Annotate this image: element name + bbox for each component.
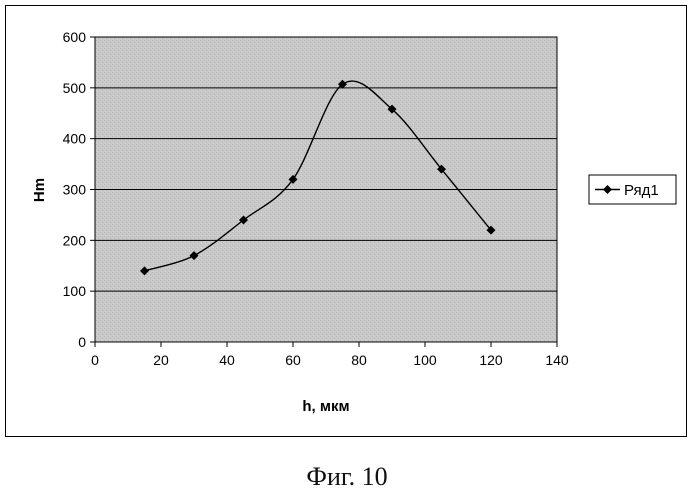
- chart-frame: 0 100 200 300 400 500 600 0 20 40 60 80 100 120 140 H…: [5, 5, 687, 437]
- data-point-marker: [387, 104, 397, 114]
- y-tick-label: 200: [63, 232, 87, 248]
- x-tick-label: 120: [479, 352, 503, 368]
- grid-lines: [95, 87, 557, 292]
- data-markers: [140, 79, 496, 276]
- x-tick-label: 140: [545, 352, 569, 368]
- legend-marker-icon: [603, 185, 612, 194]
- x-tick-label: 40: [219, 352, 235, 368]
- y-tick-label: 600: [63, 29, 87, 45]
- y-tick-label: 400: [63, 131, 87, 147]
- data-point-marker: [189, 251, 199, 261]
- x-tick-label: 0: [91, 352, 99, 368]
- data-point-marker: [239, 215, 248, 225]
- legend-series-label: Ряд1: [624, 182, 659, 199]
- legend: Ряд1: [588, 174, 677, 205]
- y-tick-label: 100: [63, 283, 87, 299]
- x-axis-label: h, мкм: [302, 398, 349, 415]
- y-tick-label: 500: [63, 80, 87, 96]
- x-tick-label: 20: [153, 352, 169, 368]
- x-tick-label: 60: [285, 352, 301, 368]
- y-ticks: 0 100 200 300 400 500 600: [63, 29, 95, 350]
- data-point-marker: [437, 164, 446, 174]
- chart-svg: 0 100 200 300 400 500 600 0 20 40 60 80 100 120 140 H…: [31, 29, 677, 415]
- figure-caption: Фиг. 10: [306, 462, 388, 491]
- data-point-marker: [486, 225, 496, 235]
- y-axis-label: Hm: [31, 178, 48, 202]
- series-line: [144, 80, 492, 272]
- data-point-marker: [288, 174, 298, 184]
- x-ticks: 0 20 40 60 80 100 120 140: [91, 342, 569, 368]
- y-tick-label: 300: [63, 182, 87, 198]
- y-tick-label: 0: [78, 334, 86, 350]
- x-tick-label: 100: [413, 352, 437, 368]
- data-point-marker: [338, 79, 347, 89]
- data-point-marker: [140, 266, 149, 276]
- x-tick-label: 80: [351, 352, 367, 368]
